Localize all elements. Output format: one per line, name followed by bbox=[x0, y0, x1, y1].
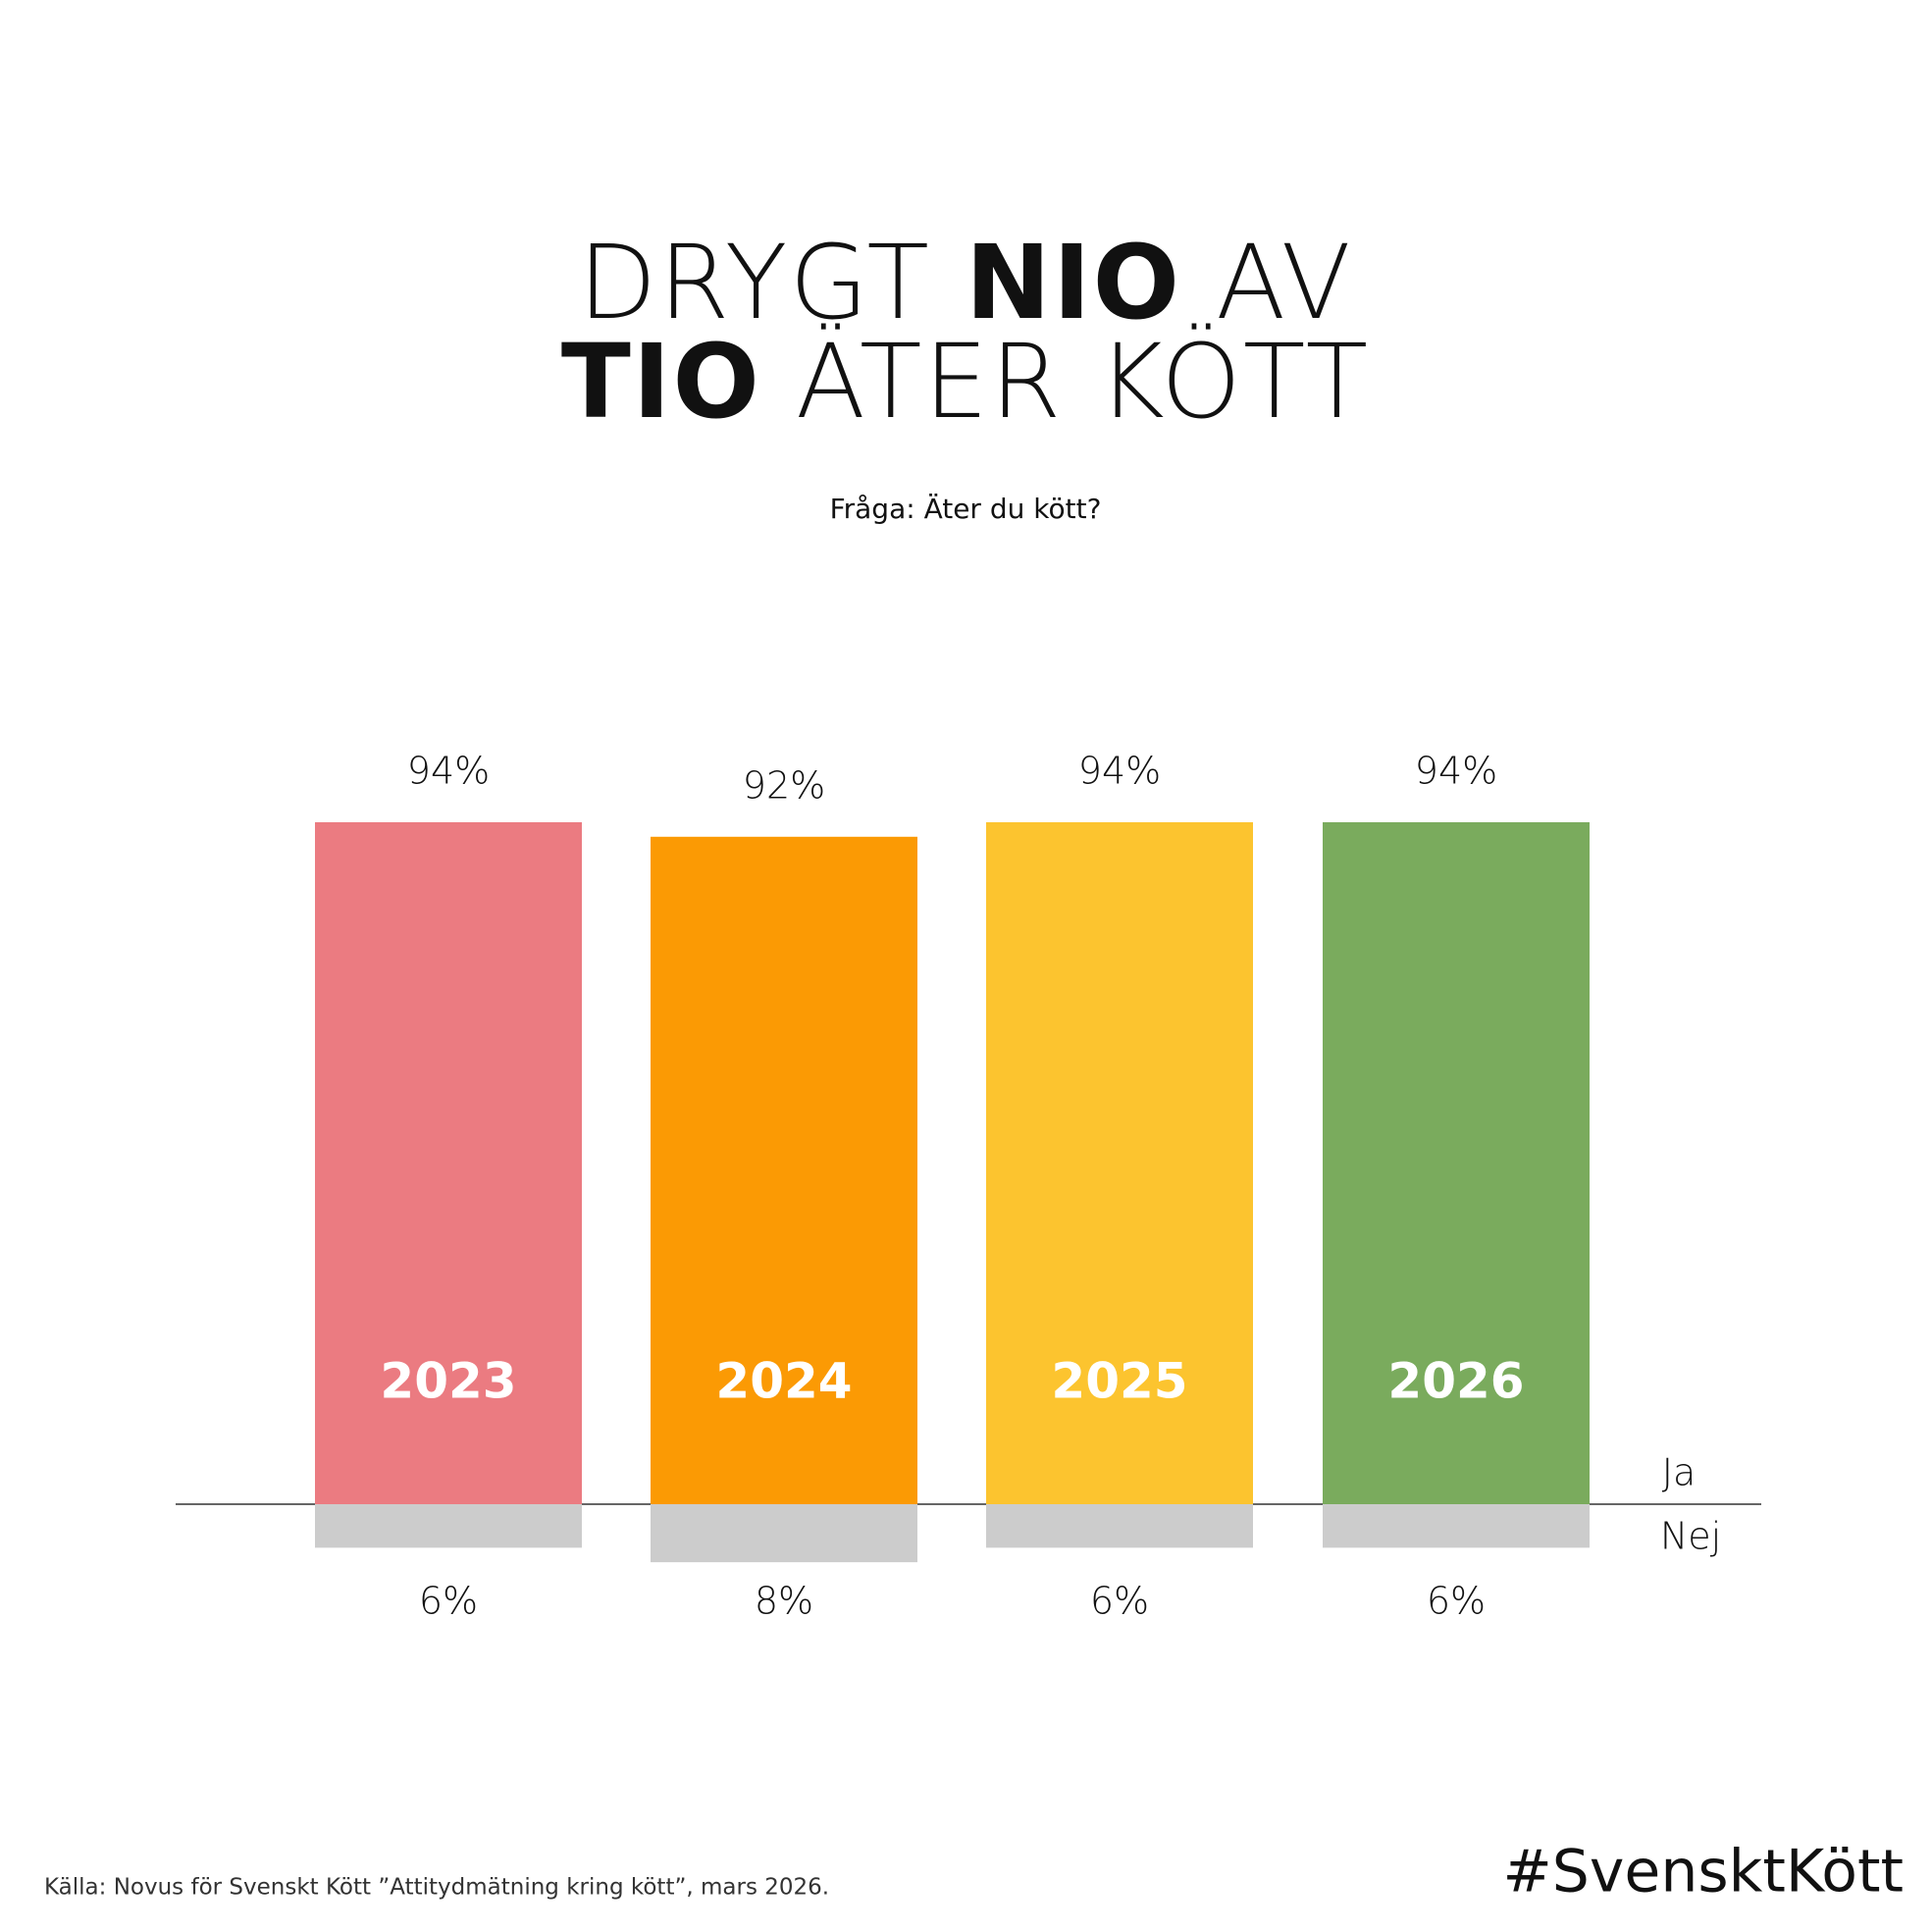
value-label: 6% bbox=[1427, 1580, 1486, 1623]
value-label: 6% bbox=[1090, 1580, 1149, 1623]
title-word: DRYGT bbox=[578, 223, 931, 342]
value-label: 6% bbox=[419, 1580, 478, 1623]
bar-ja bbox=[651, 836, 917, 1504]
category-label: 2025 bbox=[1051, 1353, 1187, 1410]
value-label: 94% bbox=[1078, 750, 1161, 793]
value-label: 8% bbox=[755, 1580, 813, 1623]
legend-ja: Ja bbox=[1662, 1451, 1697, 1494]
title-word: NIO bbox=[966, 223, 1181, 342]
chart-title-line: DRYGT NIO AV bbox=[578, 223, 1353, 342]
chart-title-line: TIO ÄTER KÖTT bbox=[561, 322, 1370, 442]
category-label: 2023 bbox=[380, 1353, 516, 1410]
category-label: 2026 bbox=[1387, 1353, 1524, 1410]
bar-ja bbox=[986, 822, 1253, 1504]
bar-nej bbox=[986, 1504, 1253, 1548]
value-label: 94% bbox=[407, 750, 490, 793]
value-label: 92% bbox=[743, 763, 825, 807]
hashtag: #SvensktKött bbox=[1503, 1838, 1904, 1906]
category-label: 2024 bbox=[715, 1353, 852, 1410]
title-word: ÄTER bbox=[796, 322, 1064, 442]
subtitle: Fråga: Äter du kött? bbox=[830, 493, 1102, 525]
legend-nej: Nej bbox=[1660, 1515, 1721, 1558]
bar-nej bbox=[315, 1504, 582, 1548]
title-word: KÖTT bbox=[1098, 322, 1371, 442]
source: Källa: Novus för Svenskt Kött ”Attitydmä… bbox=[44, 1875, 829, 1901]
bar-nej bbox=[651, 1504, 917, 1563]
title-word: AV bbox=[1216, 223, 1353, 342]
value-label: 94% bbox=[1415, 750, 1497, 793]
bar-ja bbox=[1323, 822, 1590, 1504]
bar-nej bbox=[1323, 1504, 1590, 1548]
bar-ja bbox=[315, 822, 582, 1504]
title-word: TIO bbox=[561, 322, 761, 442]
